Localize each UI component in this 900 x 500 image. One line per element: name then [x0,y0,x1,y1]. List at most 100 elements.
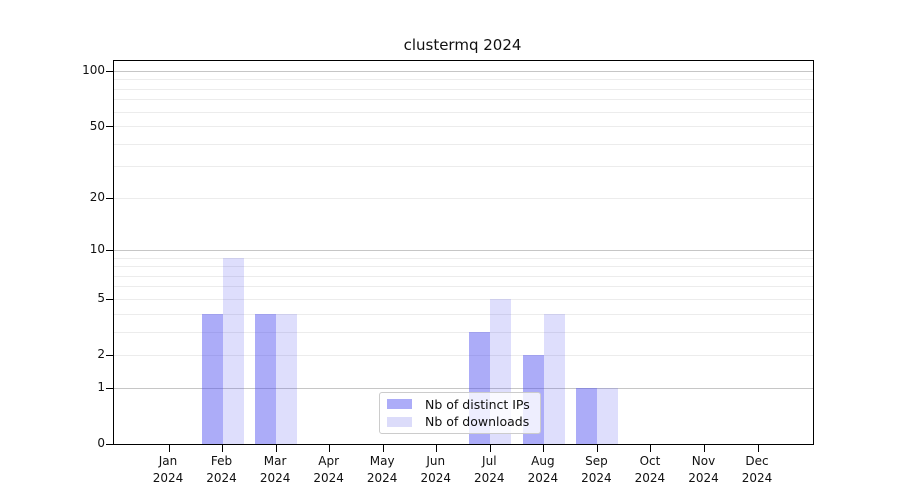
plot-area [106,60,814,452]
x-tick-year: 2024 [206,471,237,485]
x-tick-label: Jan 2024 [136,453,200,487]
y-tick-mark [106,249,113,251]
x-tick-month: Dec [745,454,769,468]
y-tick-mark [106,443,113,445]
x-tick-month: Jun [426,454,446,468]
gridline-minor [114,331,813,333]
gridline-minor [114,79,813,81]
x-tick-year: 2024 [581,471,612,485]
gridline-minor [114,126,813,128]
gridline-minor [114,111,813,113]
legend-label-downloads: Nb of downloads [425,414,530,430]
bar-nb-of-distinct-ips-mar [255,314,277,444]
x-tick-label: Feb 2024 [190,453,254,487]
x-tick-label: Sep 2024 [564,453,628,487]
bar-nb-of-distinct-ips-sep [576,388,598,444]
x-tick-month: May [369,454,395,468]
x-tick-label: Aug 2024 [511,453,575,487]
x-tick-year: 2024 [634,471,666,485]
y-tick-label: 2 [97,347,105,362]
bar-nb-of-downloads-aug [543,314,565,444]
x-tick-year: 2024 [741,471,773,485]
gridline-minor [114,286,813,288]
y-tick-label: 100 [82,63,105,78]
y-tick-mark [106,387,113,389]
gridline-minor [114,298,813,300]
legend-swatch-downloads [387,416,412,427]
y-tick-label: 20 [89,190,105,205]
x-tick-month: Nov [691,454,716,468]
y-tick-mark [106,70,113,72]
x-tick-mark [757,445,759,452]
y-tick-label: 1 [97,380,105,395]
x-tick-month: Jul [482,454,497,468]
x-tick-mark [222,445,224,452]
gridline-major [114,387,813,389]
gridline-minor [114,275,813,277]
x-tick-year: 2024 [366,471,398,485]
x-tick-month: Apr [318,454,340,468]
x-tick-label: Nov 2024 [672,453,736,487]
x-tick-mark [650,445,652,452]
y-tick-mark [106,126,113,128]
y-tick-label: 10 [89,242,105,257]
gridline-minor [114,197,813,199]
x-tick-mark [436,445,438,452]
x-tick-label: May 2024 [350,453,414,487]
x-tick-label: Jul 2024 [457,453,521,487]
y-tick-label: 50 [89,118,105,133]
x-tick-month: Aug [531,454,555,468]
x-tick-month: Jan [158,454,178,468]
gridline-minor [114,99,813,101]
x-tick-label: Jun 2024 [404,453,468,487]
y-tick-mark [106,197,113,199]
y-tick-mark [106,354,113,356]
bar-nb-of-distinct-ips-feb [201,314,223,444]
x-tick-year: 2024 [474,471,505,485]
gridline-minor [114,257,813,259]
x-tick-month: Mar [263,454,287,468]
gridline-minor [114,143,813,145]
x-tick-mark [543,445,545,452]
x-tick-label: Oct 2024 [618,453,682,487]
gridline-minor [114,313,813,315]
y-tick-label: 5 [97,291,105,306]
x-tick-year: 2024 [527,471,559,485]
gridline-minor [114,266,813,268]
x-tick-mark [382,445,384,452]
legend-swatch-distinct-ips [387,399,412,410]
x-tick-mark [596,445,598,452]
y-tick-label: 0 [97,436,105,450]
x-tick-label: Mar 2024 [243,453,307,487]
legend-item-distinct-ips: Nb of distinct IPs [387,396,533,413]
x-tick-mark [329,445,331,452]
x-tick-year: 2024 [420,471,452,485]
x-tick-mark [704,445,705,452]
chart-title: clustermq 2024 [403,36,522,54]
bar-nb-of-downloads-mar [276,314,298,444]
gridline-major [114,70,813,72]
x-tick-label: Dec 2024 [725,453,789,487]
legend-item-downloads: Nb of downloads [387,413,533,430]
legend-label-distinct-ips: Nb of distinct IPs [425,396,530,412]
gridline-minor [114,354,813,356]
gridline-minor [114,88,813,90]
legend: Nb of distinct IPs Nb of downloads [379,392,541,434]
x-tick-label: Apr 2024 [297,453,361,487]
x-tick-mark [168,445,170,452]
gridline-minor [114,166,813,168]
bar-nb-of-downloads-feb [222,258,244,444]
x-tick-month: Sep [585,454,608,468]
x-tick-year: 2024 [152,471,184,485]
x-tick-month: Feb [210,454,233,468]
x-tick-year: 2024 [688,471,719,485]
x-tick-mark [275,445,277,452]
bar-nb-of-downloads-sep [597,388,619,444]
x-tick-year: 2024 [313,471,344,485]
x-tick-mark [489,445,491,452]
x-tick-month: Oct [639,454,661,468]
gridline-major [114,249,813,251]
y-tick-mark [106,298,113,300]
x-tick-year: 2024 [259,471,291,485]
